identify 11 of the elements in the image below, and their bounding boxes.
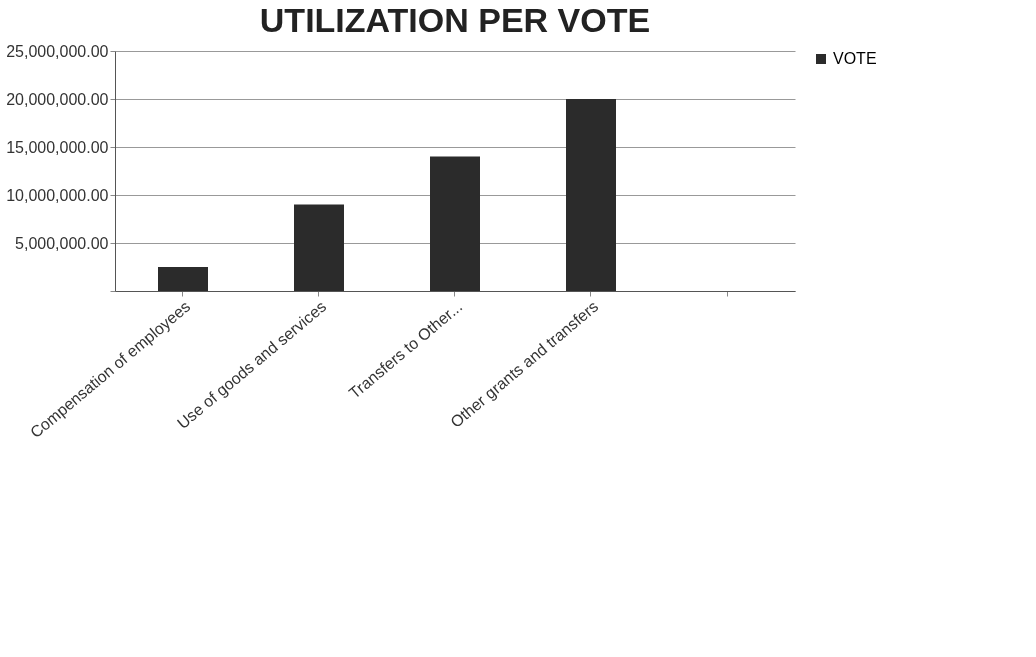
bar [566,99,616,291]
legend-label: VOTE [833,50,877,67]
y-tick-label: 10,000,000.00 [6,186,109,204]
y-tick-label: 5,000,000.00 [15,234,109,252]
bar [430,156,480,291]
bar [294,204,344,291]
y-tick-label: 15,000,000.00 [6,138,109,156]
y-tick-label: 20,000,000.00 [6,90,109,108]
y-tick-label: 25,000,000.00 [6,42,109,60]
bar [158,267,208,291]
chart-title: UTILIZATION PER VOTE [259,1,651,39]
